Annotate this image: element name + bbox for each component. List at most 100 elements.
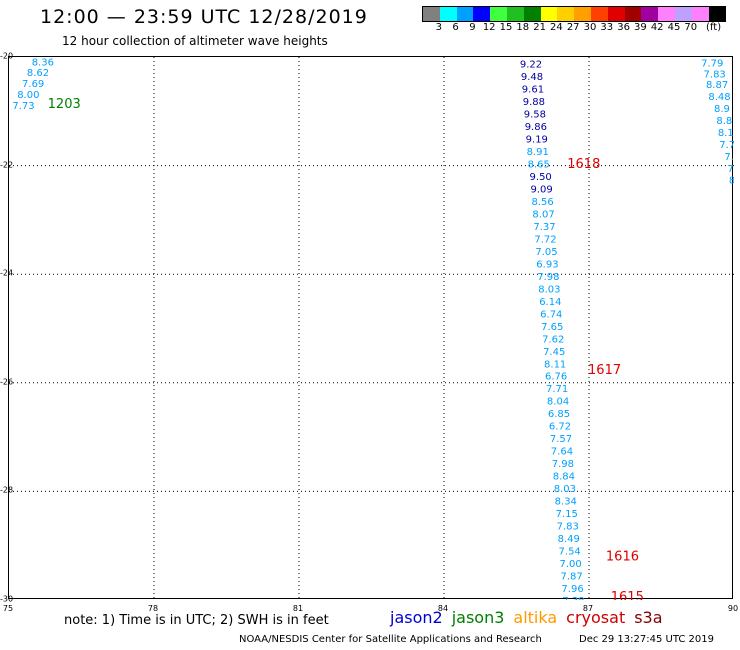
generation-timestamp: Dec 29 13:27:45 UTC 2019: [579, 634, 714, 645]
colorbar-swatch: [574, 7, 591, 21]
y-tick-label: -26: [0, 377, 14, 387]
colorbar-label: 6: [452, 22, 459, 33]
wave-height-value: 7.45: [543, 347, 565, 358]
colorbar-label: (ft): [706, 22, 722, 33]
wave-height-value: 7.57: [550, 434, 572, 445]
y-tick-label: -20: [0, 51, 14, 61]
wave-height-value: 9.09: [531, 184, 553, 195]
y-tick-label: -30: [0, 594, 14, 604]
wave-height-value: 6.85: [548, 409, 570, 420]
wave-height-value: 7.00: [560, 559, 582, 570]
colorbar-swatch: [624, 7, 642, 21]
wave-height-value: 9.88: [523, 97, 545, 108]
colorbar-swatch: [658, 7, 675, 21]
y-tick-label: -28: [0, 485, 14, 495]
wave-height-value: 8.87: [706, 80, 728, 91]
wave-height-value: 8.07: [532, 209, 554, 220]
wave-height-value: 7.98: [537, 272, 559, 283]
colorbar-swatch: [456, 7, 474, 21]
credit-line: NOAA/NESDIS Center for Satellite Applica…: [239, 634, 542, 645]
colorbar-swatch: [473, 7, 491, 21]
satellite-legend: jason2 jason3 altika cryosat s3a: [390, 608, 672, 627]
colorbar-label: 39: [634, 22, 647, 33]
wave-height-value: 8.34: [555, 497, 577, 508]
wave-height-value: 8.36: [32, 57, 54, 68]
track-time-label: 1617: [588, 363, 621, 378]
wave-height-colorbar: [422, 6, 727, 22]
wave-height-value: 9.50: [530, 172, 552, 183]
colorbar-label: 30: [583, 22, 597, 33]
colorbar-swatch: [439, 7, 457, 21]
colorbar-swatch: [506, 7, 524, 21]
colorbar-swatch: [523, 7, 541, 21]
wave-height-value: 7.71: [546, 384, 568, 395]
wave-height-value: 7.79: [701, 58, 723, 69]
wave-height-value: 9.58: [524, 109, 546, 120]
colorbar-swatch: [557, 7, 575, 21]
wave-height-value: 7.15: [556, 509, 578, 520]
wave-height-value: 6.74: [540, 309, 562, 320]
wave-height-value: 7.62: [542, 334, 564, 345]
wave-height-value: 8.9: [714, 104, 730, 115]
wave-height-value: 7.96: [561, 584, 583, 595]
x-tick-label: 90: [727, 604, 739, 613]
wave-height-value: 8.03: [554, 484, 576, 495]
wave-height-value: 8.03: [538, 284, 560, 295]
wave-height-value: 7.38: [562, 596, 584, 600]
wave-height-value: 9.61: [522, 84, 544, 95]
wave-height-value: 7.7: [719, 140, 734, 151]
wave-height-value: 8.91: [527, 147, 549, 158]
y-tick-label: -22: [0, 160, 14, 170]
colorbar-swatch: [674, 7, 692, 21]
wave-height-value: 7.54: [559, 547, 581, 558]
track-time-label: 1615: [611, 590, 644, 600]
wave-height-value: 6.76: [545, 372, 567, 383]
wave-height-value: 7: [727, 164, 733, 175]
colorbar-label: 3: [435, 22, 442, 33]
wave-height-value: 7.64: [551, 447, 573, 458]
x-tick-label: 78: [147, 604, 159, 613]
x-tick-label: 84: [437, 604, 449, 613]
wave-height-value: 8.65: [528, 159, 550, 170]
wave-height-value: 8.8: [716, 116, 732, 127]
legend-item-jason2: jason2: [390, 608, 443, 627]
wave-height-value: 7.72: [534, 234, 556, 245]
wave-height-value: 7.05: [535, 247, 557, 258]
legend-item-s3a: s3a: [634, 608, 663, 627]
map-title: 12:00 — 23:59 UTC 12/28/2019: [40, 6, 368, 28]
wave-height-value: 7.65: [541, 322, 563, 333]
x-tick-label: 75: [2, 604, 14, 613]
colorbar-swatch: [691, 7, 709, 21]
wave-height-value: 7.: [724, 152, 734, 163]
colorbar-swatch: [423, 7, 440, 21]
colorbar-label: 21: [533, 22, 546, 33]
legend-item-altika: altika: [513, 608, 558, 627]
wave-height-value: 7.98: [552, 459, 574, 470]
wave-height-value: 8.48: [708, 92, 730, 103]
track-time-label: 1203: [48, 97, 81, 112]
wave-height-value: 8.49: [558, 534, 580, 545]
colorbar-label: 27: [566, 22, 580, 33]
legend-item-cryosat: cryosat: [566, 608, 626, 627]
x-tick-label: 87: [582, 604, 594, 613]
track-time-label: 1618: [567, 157, 600, 172]
wave-height-value: 8.56: [531, 197, 553, 208]
map-svg: 8.368.627.698.007.73 1203 9.229.489.61 9.88…: [9, 57, 734, 600]
wave-height-value: 8.11: [544, 359, 566, 370]
track-time-label: 1616: [606, 549, 639, 564]
wave-height-value: 8.04: [547, 397, 569, 408]
x-tick-label: 81: [292, 604, 304, 613]
colorbar-label: 9: [469, 22, 476, 33]
colorbar-label: 24: [550, 22, 563, 33]
wave-height-value: 8.84: [553, 472, 575, 483]
colorbar-label: 18: [516, 22, 530, 33]
wave-height-value: 9.22: [520, 60, 542, 71]
wave-height-value: 6.72: [549, 422, 571, 433]
map-plot-area: 8.36 8.62 7.69 8.00 7.73 1203 9.22 9.48 9.61 9.88…: [8, 56, 734, 600]
colorbar-swatch: [540, 7, 558, 21]
wave-height-value: 9.86: [525, 122, 547, 133]
wave-height-value: 7.83: [557, 522, 579, 533]
colorbar-swatch: [590, 7, 608, 21]
colorbar-label: 42: [650, 22, 664, 33]
colorbar-label: 15: [499, 22, 513, 33]
